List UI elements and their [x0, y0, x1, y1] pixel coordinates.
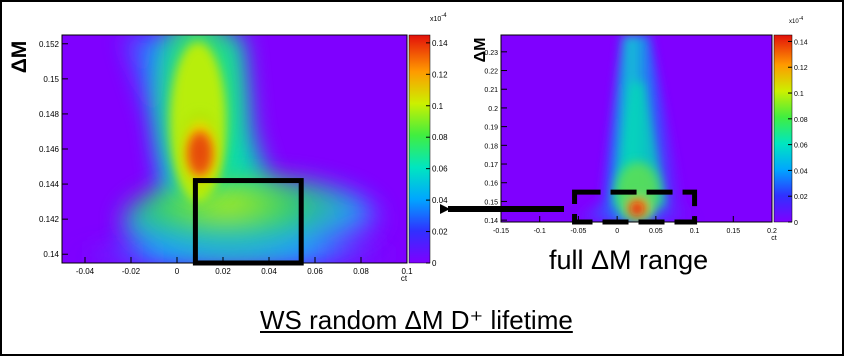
y-tick-label: 0.17 — [484, 162, 498, 169]
x-tick-label: -0.1 — [534, 228, 546, 235]
left-heatmap-surface — [62, 35, 407, 263]
x-tick-label: 0.1 — [690, 228, 700, 235]
colorbar-tick-label: 0.12 — [432, 70, 448, 79]
colorbar-tick-label: 0.02 — [432, 228, 448, 237]
colorbar-tick-label: 0.08 — [794, 117, 808, 124]
x-tick-label: 0 — [615, 228, 619, 235]
x-tick-label: 0.2 — [767, 228, 777, 235]
right-colorbar-axis: 0.14 0.12 0.1 0.08 0.06 0.04 0.02 0 — [788, 39, 808, 227]
y-tick-label: 0.21 — [484, 87, 498, 94]
right-y-axis-label: ΔM — [472, 38, 489, 63]
x-tick-label: 0.1 — [401, 267, 413, 276]
x-tick-label: 0.02 — [215, 267, 231, 276]
y-tick-label: 0.144 — [39, 180, 60, 189]
colorbar-tick-label: 0.12 — [794, 65, 808, 72]
right-highlight-box — [572, 189, 698, 225]
x-tick-label: 0.05 — [649, 228, 663, 235]
left-colorbar — [408, 34, 431, 264]
left-colorbar-axis: 0.14 0.12 0.1 0.08 0.06 0.04 0.02 0 — [426, 39, 448, 268]
x-tick-label: 0.06 — [307, 267, 323, 276]
y-tick-label: 0.2 — [488, 106, 498, 113]
colorbar-tick-label: 0.1 — [432, 102, 444, 111]
y-tick-label: 0.14 — [43, 250, 59, 259]
y-tick-label: 0.23 — [484, 50, 498, 57]
left-y-axis-label: ΔM — [8, 41, 31, 74]
right-heatmap-plot: 0.23 0.22 0.21 0.2 0.19 0.18 0.17 0.16 0.15 0.14 … — [472, 16, 808, 242]
y-tick-label: 0.14 — [484, 218, 498, 225]
x-tick-label: -0.04 — [76, 267, 95, 276]
colorbar-tick-label: 0 — [432, 259, 437, 268]
left-y-axis: 0.152 0.15 0.148 0.146 0.144 0.142 0.14 — [39, 40, 68, 259]
y-tick-label: 0.19 — [484, 125, 498, 132]
colorbar-tick-label: 0.14 — [794, 39, 808, 46]
x-tick-label: -0.15 — [493, 228, 509, 235]
y-tick-label: 0.148 — [39, 110, 60, 119]
x-tick-label: -0.02 — [122, 267, 141, 276]
left-x-axis-label: ct — [401, 274, 408, 283]
right-colorbar — [773, 34, 793, 223]
colorbar-tick-label: 0.04 — [432, 196, 448, 205]
right-y-axis: 0.23 0.22 0.21 0.2 0.19 0.18 0.17 0.16 0.15 0.14 — [484, 50, 507, 225]
right-colorbar-multiplier: x10-4 — [789, 16, 803, 25]
y-tick-label: 0.15 — [484, 199, 498, 206]
right-plot-border — [500, 34, 773, 223]
slide-title: WS random ΔM D⁺ lifetime — [260, 305, 573, 335]
colorbar-tick-label: 0.04 — [794, 168, 808, 175]
x-tick-label: 0.15 — [726, 228, 740, 235]
y-tick-label: 0.142 — [39, 215, 60, 224]
right-x-axis-label: ct — [771, 235, 777, 242]
y-tick-label: 0.18 — [484, 143, 498, 150]
colorbar-tick-label: 0.14 — [432, 39, 448, 48]
y-tick-label: 0.22 — [484, 69, 498, 76]
colorbar-tick-label: 0.1 — [794, 91, 804, 98]
y-tick-label: 0.146 — [39, 145, 60, 154]
right-heatmap-surface — [562, 35, 702, 222]
x-tick-label: 0.04 — [261, 267, 277, 276]
left-x-axis: -0.04 -0.02 0 0.02 0.04 0.06 0.08 0.1 — [76, 257, 413, 276]
left-highlight-box — [192, 178, 304, 266]
y-tick-label: 0.152 — [39, 40, 60, 49]
x-tick-label: 0 — [175, 267, 180, 276]
y-tick-label: 0.15 — [43, 75, 59, 84]
y-tick-label: 0.16 — [484, 181, 498, 188]
colorbar-tick-label: 0.06 — [432, 165, 448, 174]
x-tick-label: -0.05 — [570, 228, 586, 235]
colorbar-tick-label: 0 — [794, 220, 798, 227]
range-caption: full ΔM range — [549, 245, 709, 275]
colorbar-tick-label: 0.06 — [794, 143, 808, 150]
x-tick-label: 0.08 — [353, 267, 369, 276]
colorbar-tick-label: 0.02 — [794, 194, 808, 201]
right-x-axis: -0.15 -0.1 -0.05 0 0.05 0.1 0.15 0.2 — [493, 216, 777, 235]
left-colorbar-multiplier: x10-4 — [430, 13, 447, 23]
colorbar-tick-label: 0.08 — [432, 133, 448, 142]
